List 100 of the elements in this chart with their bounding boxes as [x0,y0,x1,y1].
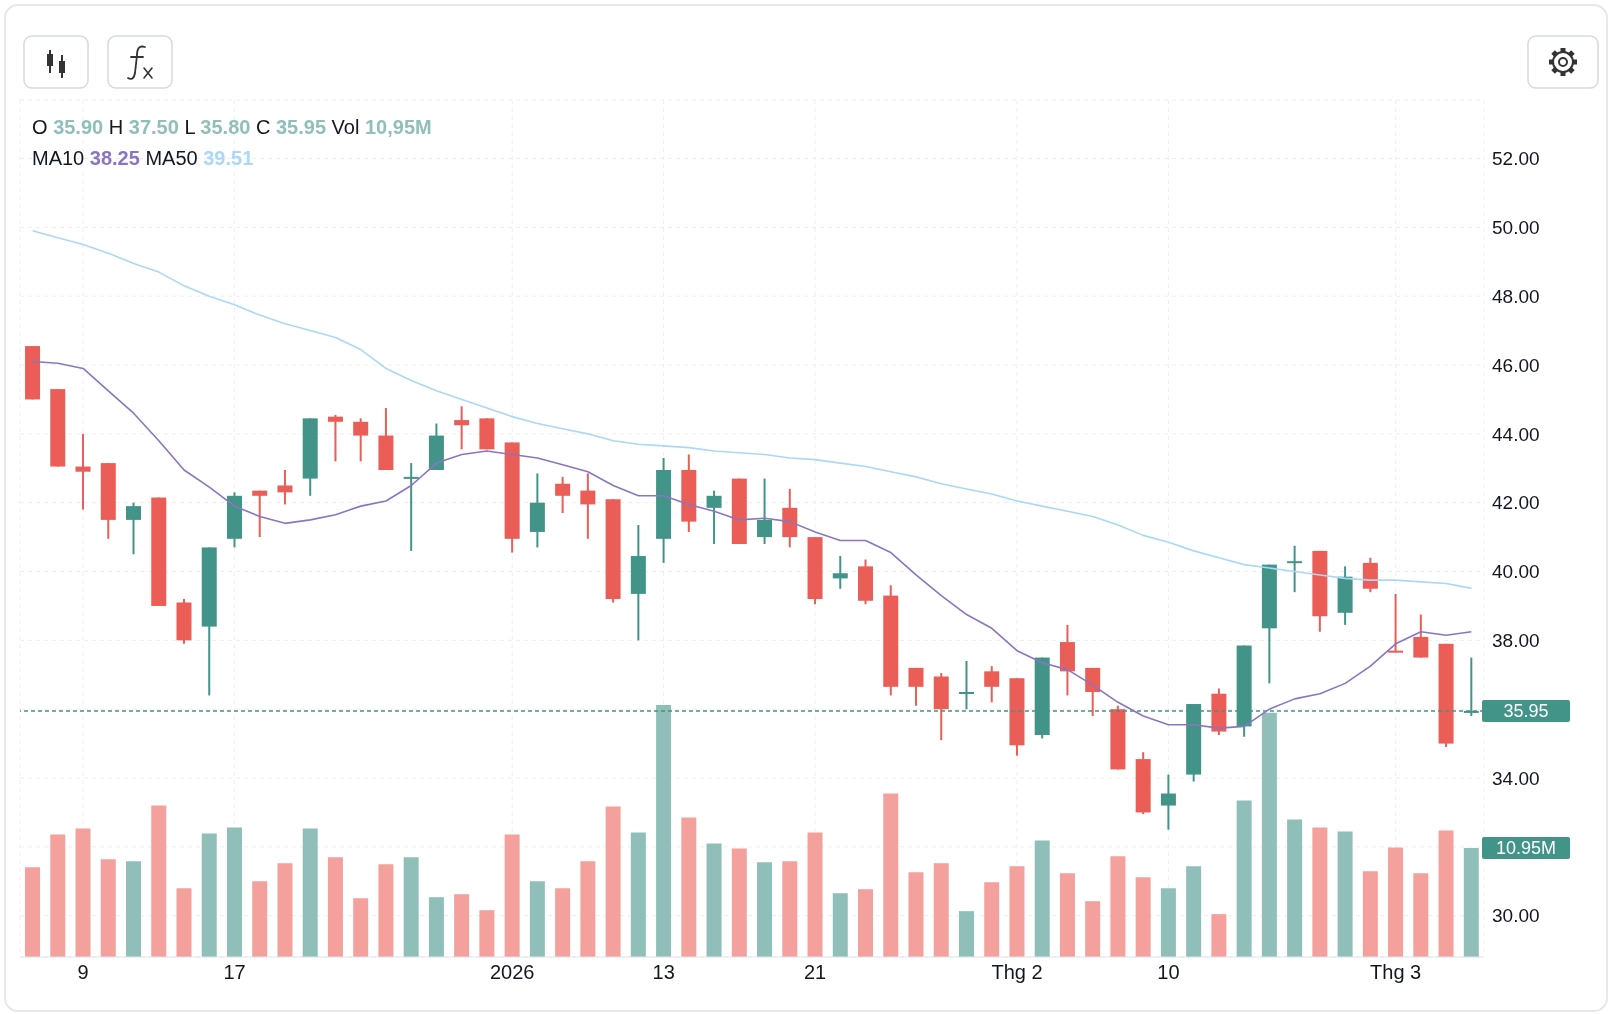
y2-tick-label: 10.95M [1495,837,1557,858]
y-tick-label: 50.00 [1492,217,1540,239]
candlestick [403,462,419,552]
bar [555,888,571,957]
candlestick [454,405,470,451]
candlestick [353,417,369,463]
bar [731,848,747,957]
bar [1009,866,1025,957]
bar [479,910,495,957]
bar [529,881,545,957]
bar [1059,873,1075,957]
bar [807,832,823,957]
bar [50,834,66,957]
bar [201,833,217,957]
bar [100,859,116,957]
x-tick-label: 13 [652,961,675,984]
candlestick [706,489,722,545]
x-tick-label: 10 [1157,961,1180,984]
y-tick-label: 38.00 [1492,630,1540,652]
bar [656,704,672,957]
bar [1135,877,1151,957]
bar [1463,847,1479,957]
candlestick [126,501,142,556]
ref-line-label: 35.95 [1503,700,1549,721]
bar [933,863,949,957]
bar [1312,827,1328,957]
candlestick [984,665,1000,704]
bar [832,893,848,957]
bar [1186,866,1202,957]
bar [1261,712,1277,957]
bar [1085,901,1101,957]
bar [605,806,621,957]
y-tick-label: 40.00 [1492,561,1540,583]
text: O 35.90 H 37.50 L 35.80 C 35.95 Vol 10,95M [32,116,432,138]
bar [25,867,41,957]
annotation: MA10 38.25 MA50 39.51 [32,147,254,169]
x-tick-label: Thg 3 [1370,961,1422,984]
bar [1362,871,1378,957]
bar [302,828,318,957]
bar [958,911,974,957]
bar [1388,847,1404,957]
candlestick [1413,613,1429,659]
bar [1438,830,1454,957]
candlestick [1388,592,1404,654]
bar [580,861,596,957]
bar [883,793,899,957]
bar [630,832,646,957]
x-tick-label: 2026 [489,961,535,984]
x-tick-label: 21 [803,961,827,984]
candlestick [757,477,773,545]
bar [706,843,722,957]
y-tick-label: 46.00 [1492,354,1540,376]
bar [757,862,773,957]
x-tick-label: 17 [223,961,246,984]
bar [378,864,394,957]
candlestick [277,468,293,506]
bar [1287,819,1303,957]
y-tick-label: 52.00 [1492,148,1540,170]
bar [428,897,444,957]
bar [252,881,268,957]
bar [353,898,369,957]
y-tick-label: 30.00 [1492,905,1540,927]
bar [1034,840,1050,957]
candlestick [832,555,848,590]
y-tick-label: 42.00 [1492,492,1540,514]
x-tick-label: Thg 2 [991,961,1043,984]
bar [984,882,1000,957]
candlestick [252,489,268,539]
bar [908,872,924,957]
x-tick-label: 9 [77,961,89,984]
bar [1110,856,1126,957]
bar [858,889,874,957]
bar [1236,800,1252,957]
bar [782,861,798,957]
bar [226,827,242,957]
candlestick [1287,544,1303,594]
candlestick [1160,773,1176,831]
candlestick [327,413,343,463]
bar [327,857,343,957]
bar [1337,831,1353,957]
bar [75,828,91,957]
bar [126,861,142,957]
bar [151,805,167,957]
bar [1413,873,1429,957]
bar [504,834,520,957]
y-tick-label: 34.00 [1492,767,1540,789]
bar [454,894,470,957]
bar [403,857,419,957]
bar [176,888,192,957]
y-tick-label: 48.00 [1492,285,1540,307]
y-tick-label: 44.00 [1492,423,1540,445]
bar [1160,888,1176,957]
candlestick [75,432,91,511]
candlestick [908,666,924,707]
bar [681,817,697,957]
line-series [31,229,1473,590]
bar [1211,914,1227,957]
bar [277,863,293,957]
line-series [31,360,1473,729]
candlestick [580,472,596,540]
